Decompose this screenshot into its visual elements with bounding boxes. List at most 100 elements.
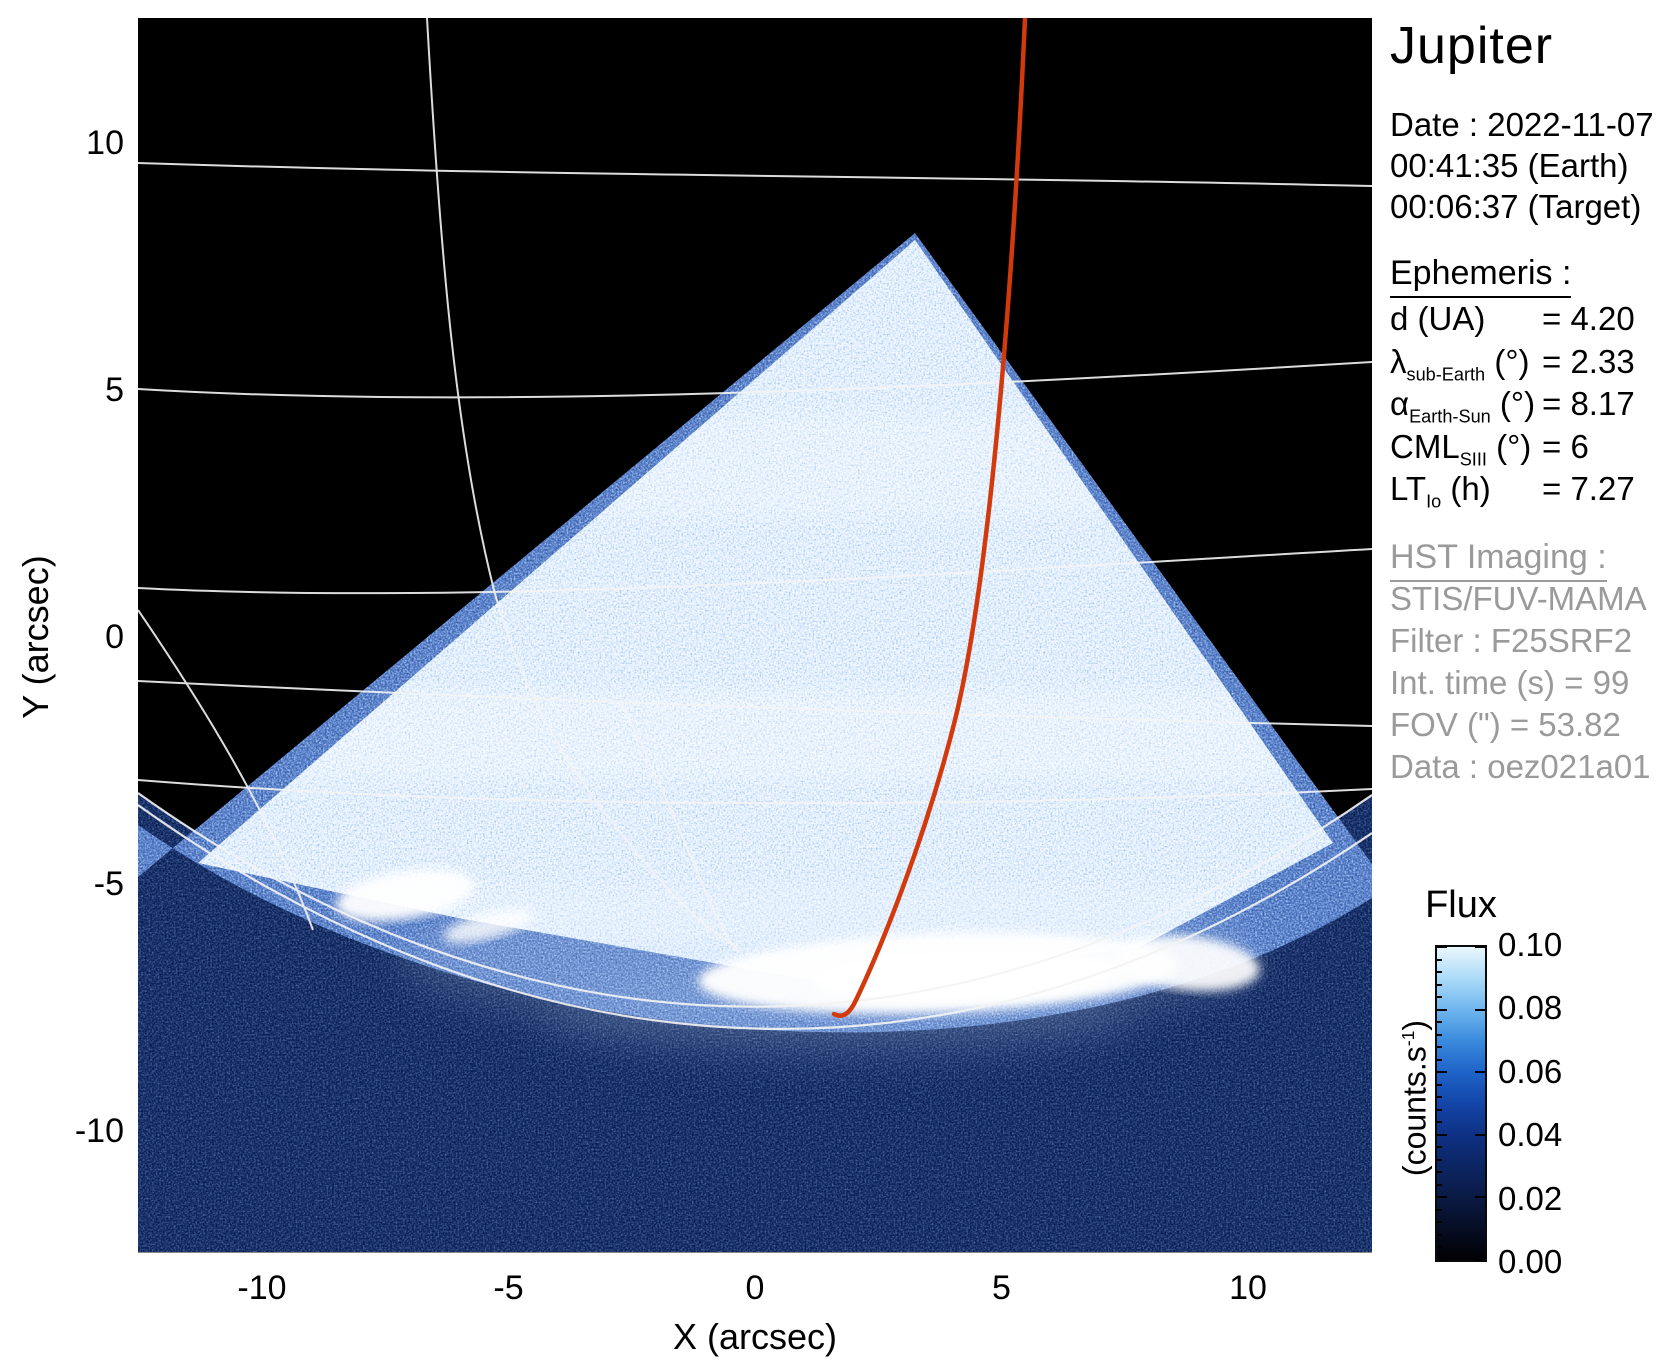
latitude-line <box>138 361 1372 399</box>
meridian-line <box>426 18 739 949</box>
hst-imaging-line: Data : oez021a01 <box>1390 748 1651 785</box>
colorbar-minor-tick <box>1437 1208 1442 1211</box>
colorbar-minor-tick <box>1437 1058 1442 1061</box>
hst-imaging-details: STIS/FUV-MAMA Filter : F25SRF2 Int. time (… <box>1390 580 1677 790</box>
ephemeris-value: = 2.33 <box>1542 342 1635 380</box>
main-plot <box>138 18 1372 1252</box>
colorbar-tick-label: 0.06 <box>1498 1052 1563 1090</box>
colorbar-minor-tick <box>1437 1046 1442 1049</box>
y-tick-label: -5 <box>93 865 124 903</box>
colorbar-minor-tick <box>1437 958 1442 961</box>
ephemeris-row: LTIo (h) = 7.27 <box>1390 470 1677 513</box>
ephemeris-value: = 4.20 <box>1542 300 1635 337</box>
ephemeris-row: d (UA) = 4.20 <box>1390 300 1677 343</box>
ephemeris-value: = 6 <box>1542 427 1589 465</box>
colorbar-minor-tick <box>1437 1233 1442 1236</box>
y-tick-label: 5 <box>105 371 124 409</box>
colorbar-major-tick <box>1475 1133 1485 1136</box>
colorbar-minor-tick <box>1437 1259 1447 1261</box>
colorbar-minor-tick <box>1437 1183 1442 1186</box>
ephemeris-row: αEarth-Sun (°) = 8.17 <box>1390 385 1677 428</box>
colorbar-tick-label: 0.10 <box>1498 926 1563 963</box>
meridian-line <box>138 609 314 931</box>
x-tick-label: 5 <box>992 1269 1011 1307</box>
ephemeris-row: CMLSIII (°) = 6 <box>1390 428 1677 471</box>
colorbar-tick-label: 0.00 <box>1498 1243 1563 1280</box>
colorbar-minor-tick <box>1437 1133 1447 1136</box>
time-earth-line: 00:41:35 (Earth) <box>1390 147 1629 184</box>
colorbar-minor-tick <box>1437 1083 1442 1086</box>
colorbar-minor-tick <box>1437 1096 1442 1099</box>
planet-limb-line <box>138 792 1372 1008</box>
colorbar-tick-label: 0.04 <box>1498 1116 1563 1154</box>
x-tick-label: -5 <box>493 1269 524 1307</box>
colorbar-major-tick <box>1475 1008 1485 1011</box>
hst-imaging-line: STIS/FUV-MAMA <box>1390 580 1647 617</box>
aurora-emission-blob <box>1116 935 1260 991</box>
aurora-emission-blob <box>335 868 475 922</box>
ephemeris-quantity: d (UA) <box>1390 300 1486 337</box>
y-tick-label: 10 <box>86 124 124 162</box>
hst-imaging-heading: HST Imaging : <box>1390 538 1607 582</box>
colorbar-major-tick <box>1475 946 1485 948</box>
colorbar-minor-tick <box>1437 971 1442 974</box>
latitude-line <box>138 680 1372 727</box>
meridian-line <box>619 699 739 953</box>
x-tick-label: 0 <box>745 1269 765 1307</box>
colorbar-title: Flux <box>1425 884 1497 926</box>
colorbar-minor-tick <box>1437 1146 1442 1149</box>
planet-limb-line <box>138 804 1372 1030</box>
colorbar-minor-tick <box>1437 996 1442 999</box>
colorbar-unit-label: (counts.s-1) <box>1396 1019 1433 1177</box>
colorbar-minor-tick <box>1437 1196 1447 1199</box>
hst-imaging-line: FOV (") = 53.82 <box>1390 706 1621 743</box>
x-tick-label: -10 <box>237 1269 287 1307</box>
y-tick-label: -10 <box>74 1112 124 1150</box>
colorbar-minor-tick <box>1437 1108 1442 1111</box>
ephemeris-quantity: αEarth-Sun (°) <box>1390 385 1536 427</box>
image-noise-bright-wedge <box>198 240 1333 983</box>
ephemeris-value: = 7.27 <box>1542 470 1635 507</box>
ephemeris-quantity: CMLSIII (°) <box>1390 427 1532 470</box>
time-target-line: 00:06:37 (Target) <box>1390 188 1642 225</box>
colorbar-minor-tick <box>1437 1008 1447 1011</box>
colorbar-minor-tick <box>1437 1246 1442 1249</box>
colorbar-minor-tick <box>1437 1221 1442 1224</box>
colorbar-major-tick <box>1475 1259 1485 1261</box>
colorbar-minor-tick <box>1437 1071 1447 1074</box>
y-tick-label: 0 <box>105 618 124 656</box>
ephemeris-row: λsub-Earth (°) = 2.33 <box>1390 343 1677 386</box>
latitude-line <box>138 548 1372 595</box>
colorbar-tick-label: 0.02 <box>1498 1179 1563 1217</box>
latitude-line <box>138 162 1372 187</box>
colorbar-minor-tick <box>1437 1121 1442 1124</box>
hst-imaging-line: Filter : F25SRF2 <box>1390 622 1633 659</box>
colorbar-minor-tick <box>1437 1171 1442 1174</box>
hst-imaging-line: Int. time (s) = 99 <box>1390 664 1630 701</box>
ephemeris-table: d (UA) = 4.20 λsub-Earth (°) = 2.33 αEarth-S… <box>1390 300 1677 513</box>
ephemeris-quantity: λsub-Earth (°) <box>1390 342 1530 385</box>
colorbar-minor-tick <box>1437 946 1447 948</box>
flux-colorbar-gradient <box>1437 947 1485 1260</box>
target-title: Jupiter <box>1390 17 1554 75</box>
x-axis-label: X (arcsec) <box>672 1316 838 1357</box>
aurora-emission-core <box>813 950 1123 1002</box>
colorbar-minor-tick <box>1437 1158 1442 1161</box>
x-tick-label: 10 <box>1229 1269 1267 1307</box>
colorbar-minor-tick <box>1437 1021 1442 1024</box>
planet-graticule <box>138 18 1372 1030</box>
ephemeris-value: = 8.17 <box>1542 385 1635 422</box>
ephemeris-quantity: LTIo (h) <box>1390 470 1491 512</box>
flux-colorbar <box>1435 945 1487 1262</box>
plot-axis-line <box>138 1252 1372 1253</box>
colorbar-minor-tick <box>1437 983 1442 986</box>
aurora-emission-blob <box>443 909 533 943</box>
date-line: Date : 2022-11-07 <box>1390 106 1654 143</box>
colorbar-tick-label: 0.08 <box>1498 989 1563 1027</box>
instrument-slit-track <box>831 18 1028 1018</box>
ephemeris-heading: Ephemeris : <box>1390 254 1572 298</box>
latitude-line <box>138 779 1372 805</box>
colorbar-major-tick <box>1475 1196 1485 1199</box>
colorbar-minor-tick <box>1437 1033 1442 1036</box>
